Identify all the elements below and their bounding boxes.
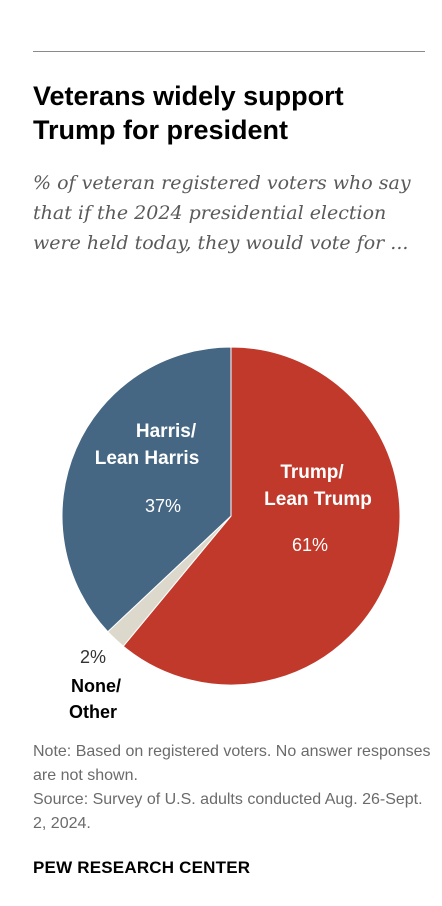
source-text: Source: Survey of U.S. adults conducted … (33, 791, 423, 832)
other-label-line2: Other (69, 702, 117, 722)
note-text: Note: Based on registered voters. No ans… (33, 743, 431, 784)
footnote: Note: Based on registered voters. No ans… (33, 740, 433, 836)
slice-harris (61, 346, 232, 633)
brand-logo-text: PEW RESEARCH CENTER (33, 858, 251, 877)
harris-value-label: 37% (145, 496, 181, 516)
slice-trump (122, 346, 401, 686)
top-rule (33, 51, 425, 52)
harris-label-line1: Harris/ (136, 421, 197, 442)
trump-label-line2: Lean Trump (264, 489, 372, 510)
pie-chart: Trump/ Lean Trump 61% Harris/ Lean Harri… (61, 346, 401, 722)
trump-value-label: 61% (292, 535, 328, 555)
chart-title: Veterans widely support Trump for presid… (33, 81, 344, 145)
chart-subtitle: % of veteran registered voters who say t… (33, 172, 411, 254)
other-value-label: 2% (80, 647, 106, 667)
pie-slices (61, 346, 401, 686)
trump-label-line1: Trump/ (280, 462, 344, 483)
harris-label-line2: Lean Harris (95, 448, 200, 469)
other-label-line1: None/ (71, 676, 121, 696)
